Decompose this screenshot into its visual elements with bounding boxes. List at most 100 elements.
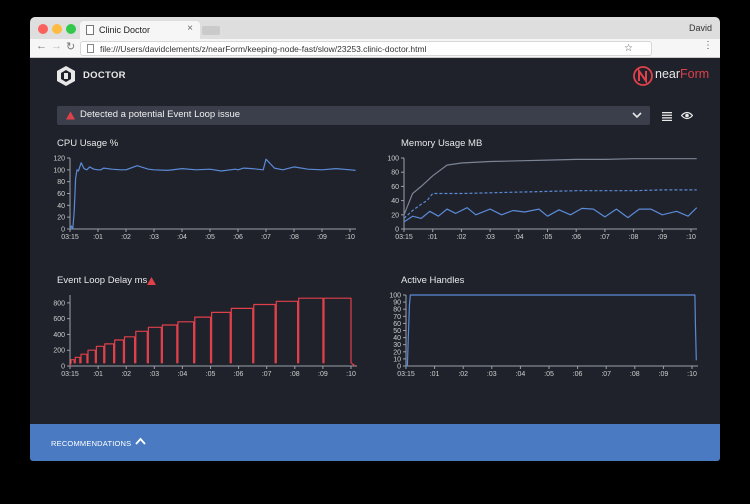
x-tick-label: :01 xyxy=(93,371,103,378)
y-tick-label: 80 xyxy=(391,170,399,177)
x-tick-label: :06 xyxy=(571,234,581,241)
y-tick-label: 70 xyxy=(393,314,401,321)
bookmark-star-icon[interactable]: ☆ xyxy=(624,43,633,54)
memory-usage-chart: 0 20 40 60 80 100 03:15:01:02:03:04:05:06:07:0… xyxy=(387,156,698,241)
y-tick-label: 100 xyxy=(389,293,401,300)
x-tick-label: :10 xyxy=(686,234,696,241)
nearform-logo-icon xyxy=(633,66,653,86)
alert-dropdown[interactable]: Detected a potential Event Loop issue xyxy=(57,106,650,125)
x-tick-label: :07 xyxy=(600,234,610,241)
y-tick-label: 60 xyxy=(57,191,65,198)
y-tick-label: 600 xyxy=(53,316,65,323)
tab-close-icon[interactable]: × xyxy=(187,23,193,34)
x-tick-label: :05 xyxy=(544,371,554,378)
window-close-button[interactable] xyxy=(38,24,48,34)
y-tick-label: 120 xyxy=(53,156,65,163)
y-tick-label: 0 xyxy=(395,227,399,234)
x-tick-label: :04 xyxy=(177,234,187,241)
y-tick-label: 200 xyxy=(53,348,65,355)
window-minimize-button[interactable] xyxy=(52,24,62,34)
nearform-wordmark-form: Form xyxy=(680,67,710,81)
series-line xyxy=(69,297,356,367)
reload-icon[interactable]: ↻ xyxy=(66,41,76,53)
browser-window: Clinic Doctor × David ← → ↻ file:///User… xyxy=(30,17,720,461)
cpu-usage-chart: 0 20 40 60 80 100 120 03:15:01:02:03:04:05:06:0… xyxy=(53,156,356,241)
y-tick-label: 40 xyxy=(57,203,65,210)
cpu-panel-title: CPU Usage % xyxy=(57,138,119,149)
y-tick-label: 40 xyxy=(393,335,401,342)
address-bar[interactable]: file:///Users/davidclements/z/nearForm/k… xyxy=(80,41,652,56)
x-tick-label: 03:15 xyxy=(61,234,79,241)
x-tick-label: :02 xyxy=(121,234,131,241)
alert-text: Detected a potential Event Loop issue xyxy=(80,109,241,120)
event-loop-delay-chart: 0 200 400 600 800 03:15:01:02:03:04:05:06:07:… xyxy=(53,295,357,378)
recommendations-label: RECOMMENDATIONS xyxy=(51,439,132,448)
x-tick-label: :01 xyxy=(430,371,440,378)
y-tick-label: 40 xyxy=(391,198,399,205)
x-tick-label: :06 xyxy=(234,371,244,378)
y-tick-label: 50 xyxy=(393,328,401,335)
y-tick-label: 100 xyxy=(387,156,399,163)
x-tick-label: :03 xyxy=(149,371,159,378)
x-tick-label: :02 xyxy=(458,371,468,378)
y-tick-label: 800 xyxy=(53,300,65,307)
y-tick-label: 0 xyxy=(397,364,401,371)
y-tick-label: 60 xyxy=(391,184,399,191)
page-icon xyxy=(87,44,94,53)
y-tick-label: 20 xyxy=(57,215,65,222)
active-handles-panel-title: Active Handles xyxy=(401,275,465,286)
x-tick-label: :02 xyxy=(457,234,467,241)
x-tick-label: 03:15 xyxy=(395,234,413,241)
y-tick-label: 100 xyxy=(53,167,65,174)
x-tick-label: :02 xyxy=(121,371,131,378)
app-brand-name: DOCTOR xyxy=(83,70,126,81)
x-tick-label: :10 xyxy=(346,371,356,378)
eye-icon[interactable] xyxy=(681,111,693,120)
x-tick-label: :03 xyxy=(149,234,159,241)
clinic-doctor-logo-icon xyxy=(57,66,75,86)
x-tick-label: :09 xyxy=(659,371,669,378)
x-tick-label: :09 xyxy=(318,371,328,378)
x-tick-label: :01 xyxy=(93,234,103,241)
x-tick-label: :01 xyxy=(428,234,438,241)
new-tab-button[interactable] xyxy=(202,26,220,35)
x-tick-label: :03 xyxy=(485,234,495,241)
x-tick-label: :07 xyxy=(262,371,272,378)
clinic-doctor-app: DOCTOR nearForm Detected a potential Eve… xyxy=(30,58,720,461)
list-view-icon[interactable] xyxy=(662,111,672,121)
x-tick-label: :04 xyxy=(178,371,188,378)
url-text[interactable]: file:///Users/davidclements/z/nearForm/k… xyxy=(100,44,427,54)
x-tick-label: :04 xyxy=(514,234,524,241)
x-tick-label: 03:15 xyxy=(397,371,415,378)
warning-triangle-icon xyxy=(147,277,156,285)
x-tick-label: :09 xyxy=(317,234,327,241)
browser-tab-strip: Clinic Doctor × David xyxy=(30,17,720,39)
event-loop-panel-title: Event Loop Delay ms xyxy=(57,275,148,286)
chevron-up-icon[interactable] xyxy=(135,437,146,445)
x-tick-label: :08 xyxy=(630,371,640,378)
document-icon xyxy=(86,25,94,35)
recommendations-bar[interactable]: RECOMMENDATIONS xyxy=(30,424,720,461)
y-tick-label: 80 xyxy=(393,307,401,314)
browser-toolbar: ← → ↻ file:///Users/davidclements/z/near… xyxy=(30,39,720,58)
nearform-wordmark: nearForm xyxy=(655,67,709,81)
chevron-down-icon[interactable] xyxy=(632,111,642,119)
series-line xyxy=(403,158,697,216)
window-maximize-button[interactable] xyxy=(66,24,76,34)
back-arrow-icon[interactable]: ← xyxy=(36,40,47,52)
x-tick-label: :10 xyxy=(345,234,355,241)
y-tick-label: 10 xyxy=(393,356,401,363)
profile-name[interactable]: David xyxy=(688,23,712,33)
y-tick-label: 90 xyxy=(393,300,401,307)
x-tick-label: :06 xyxy=(233,234,243,241)
x-tick-label: :05 xyxy=(543,234,553,241)
y-tick-label: 30 xyxy=(393,342,401,349)
series-line xyxy=(403,207,698,223)
x-tick-label: 03:15 xyxy=(61,371,79,378)
y-tick-label: 0 xyxy=(61,364,65,371)
browser-tab[interactable]: Clinic Doctor × xyxy=(80,21,200,39)
forward-arrow-icon[interactable]: → xyxy=(51,40,62,52)
browser-menu-icon[interactable]: ⋮ xyxy=(703,40,713,51)
y-tick-label: 400 xyxy=(53,332,65,339)
